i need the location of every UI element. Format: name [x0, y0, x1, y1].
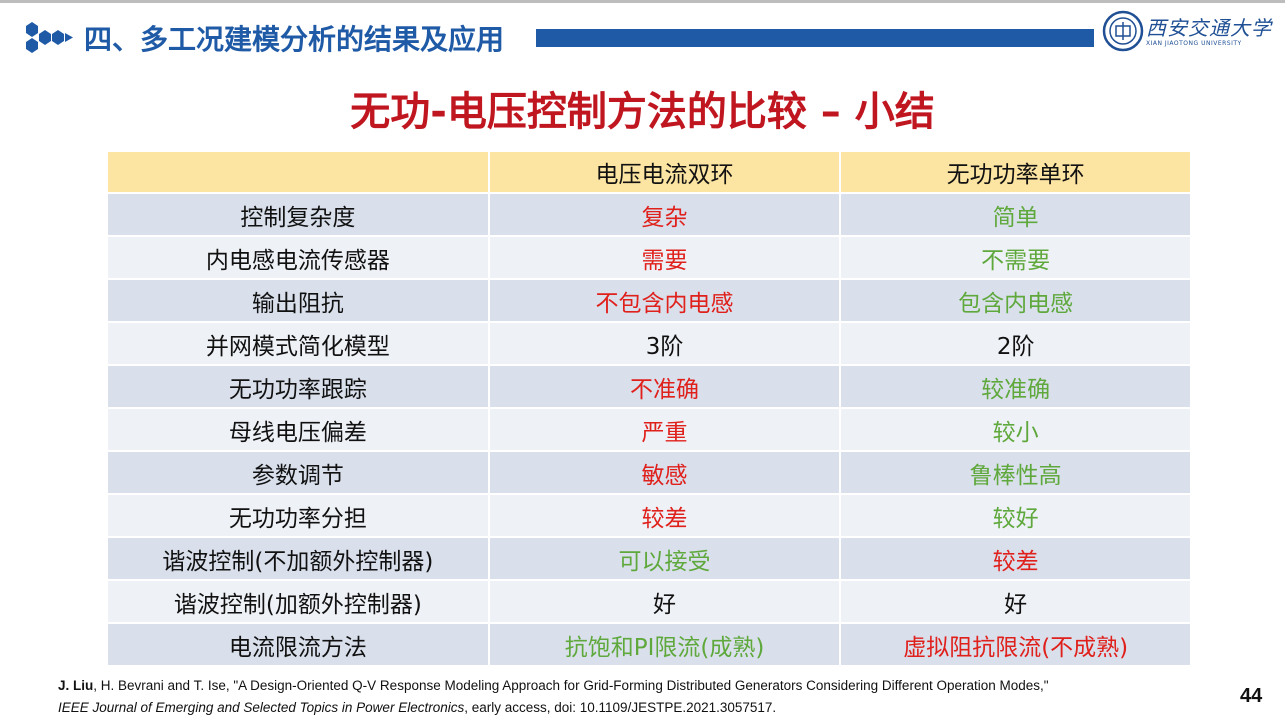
single-loop-value: 鲁棒性高	[839, 450, 1192, 495]
row-label: 谐波控制(加额外控制器)	[106, 579, 490, 624]
dual-loop-value: 不包含内电感	[487, 278, 842, 323]
single-loop-value: 不需要	[839, 235, 1192, 280]
table-row: 母线电压偏差 严重 较小	[106, 407, 1192, 452]
table-row: 并网模式简化模型 3阶 2阶	[106, 321, 1192, 366]
single-loop-value: 好	[839, 579, 1192, 624]
header-accent-bar	[536, 29, 1094, 47]
dual-loop-value: 好	[487, 579, 842, 624]
row-label: 内电感电流传感器	[106, 235, 490, 280]
single-loop-value: 较好	[839, 493, 1192, 538]
single-loop-value: 简单	[839, 192, 1192, 237]
table-row: 谐波控制(加额外控制器) 好好	[106, 579, 1192, 624]
dual-loop-value: 敏感	[487, 450, 842, 495]
single-loop-value: 2阶	[839, 321, 1192, 366]
table-header-row: 电压电流双环 无功功率单环	[106, 150, 1192, 194]
page-number: 44	[1240, 685, 1263, 707]
section-title: 四、多工况建模分析的结果及应用	[84, 23, 505, 56]
reference-doi: , early access, doi: 10.1109/JESTPE.2021…	[464, 700, 777, 715]
dual-loop-value: 不准确	[487, 364, 842, 409]
dual-loop-value: 可以接受	[487, 536, 842, 581]
row-label: 母线电压偏差	[106, 407, 490, 452]
dual-loop-value: 抗饱和PI限流(成熟)	[487, 622, 842, 667]
single-loop-value: 较小	[839, 407, 1192, 452]
reference-citation: J. Liu, H. Bevrani and T. Ise, "A Design…	[58, 675, 1049, 719]
row-label: 参数调节	[106, 450, 490, 495]
table-row: 输出阻抗 不包含内电感 包含内电感	[106, 278, 1192, 323]
table-row: 电流限流方法 抗饱和PI限流(成熟) 虚拟阻抗限流(不成熟)	[106, 622, 1192, 667]
top-divider	[0, 0, 1285, 3]
university-name: 西安交通大学	[1146, 16, 1272, 40]
reference-text: , H. Bevrani and T. Ise, "A Design-Orien…	[93, 678, 1049, 693]
row-label: 控制复杂度	[106, 192, 490, 237]
dual-loop-value: 3阶	[487, 321, 842, 366]
reference-line-2: IEEE Journal of Emerging and Selected To…	[58, 697, 1049, 719]
reference-journal: IEEE Journal of Emerging and Selected To…	[58, 700, 465, 715]
row-label: 无功功率跟踪	[106, 364, 490, 409]
dual-loop-value: 严重	[487, 407, 842, 452]
dual-loop-value: 需要	[487, 235, 842, 280]
university-seal-icon	[1102, 10, 1144, 52]
row-label: 输出阻抗	[106, 278, 490, 323]
row-label: 电流限流方法	[106, 622, 490, 667]
university-name-en: XIAN JIAOTONG UNIVERSITY	[1146, 40, 1242, 47]
reference-author: J. Liu	[58, 678, 94, 693]
header-cell-empty	[106, 150, 490, 194]
table-row: 参数调节 敏感 鲁棒性高	[106, 450, 1192, 495]
single-loop-value: 虚拟阻抗限流(不成熟)	[839, 622, 1192, 667]
table-row: 控制复杂度 复杂 简单	[106, 192, 1192, 237]
hexagon-bullet-icon	[26, 22, 73, 53]
table-row: 内电感电流传感器 需要 不需要	[106, 235, 1192, 280]
row-label: 无功功率分担	[106, 493, 490, 538]
university-logo: 西安交通大学 XIAN JIAOTONG UNIVERSITY	[1100, 10, 1278, 54]
reference-line-1: J. Liu, H. Bevrani and T. Ise, "A Design…	[58, 675, 1049, 697]
comparison-table: 电压电流双环 无功功率单环 控制复杂度 复杂 简单 内电感电流传感器 需要 不需要 输出阻抗…	[106, 150, 1192, 667]
dual-loop-value: 复杂	[487, 192, 842, 237]
dual-loop-value: 较差	[487, 493, 842, 538]
slide-title: 无功-电压控制方法的比较 – 小结	[350, 89, 935, 135]
table-row: 无功功率分担 较差 较好	[106, 493, 1192, 538]
header-cell-dual-loop: 电压电流双环	[487, 150, 842, 194]
row-label: 并网模式简化模型	[106, 321, 490, 366]
table-row: 无功功率跟踪 不准确 较准确	[106, 364, 1192, 409]
single-loop-value: 较准确	[839, 364, 1192, 409]
single-loop-value: 包含内电感	[839, 278, 1192, 323]
single-loop-value: 较差	[839, 536, 1192, 581]
header-cell-single-loop: 无功功率单环	[839, 150, 1192, 194]
row-label: 谐波控制(不加额外控制器)	[106, 536, 490, 581]
table-row: 谐波控制(不加额外控制器) 可以接受 较差	[106, 536, 1192, 581]
